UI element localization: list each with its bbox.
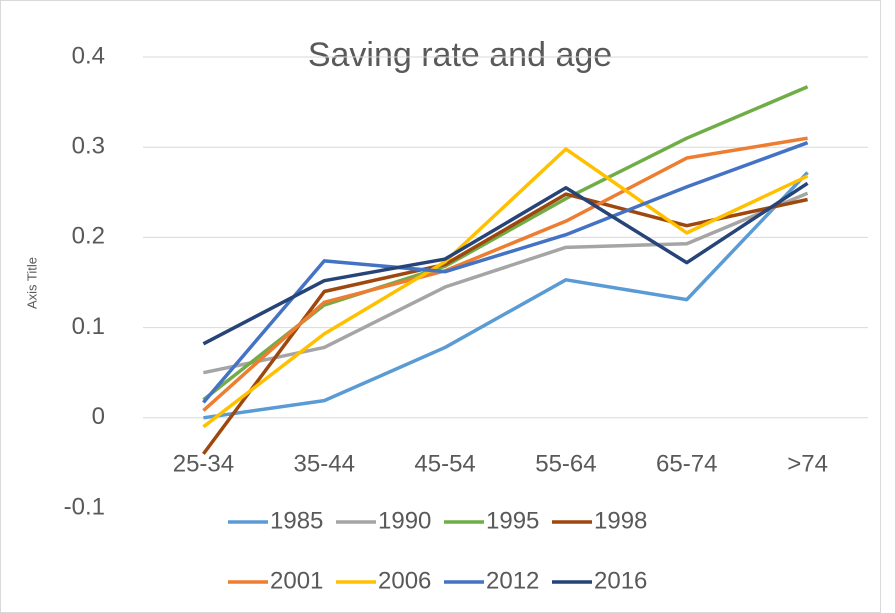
x-tick-label: 65-74 — [656, 450, 717, 477]
series-line — [203, 191, 809, 375]
series-line — [202, 181, 809, 346]
x-tick-label: 55-64 — [535, 450, 596, 477]
x-tick-label: 35-44 — [294, 450, 355, 477]
legend-label: 1995 — [486, 507, 539, 534]
chart-title: Saving rate and age — [308, 36, 612, 74]
legend-label: 1998 — [594, 507, 647, 534]
legend-label: 1990 — [378, 507, 431, 534]
series-line — [203, 171, 809, 420]
x-tick-label: 25-34 — [173, 450, 234, 477]
series-line — [202, 136, 808, 412]
y-tick-label: 0 — [92, 403, 105, 430]
y-tick-label: 0.1 — [72, 313, 105, 340]
legend-label: 2016 — [594, 567, 647, 594]
y-tick-label: 0.3 — [72, 133, 105, 160]
y-tick-label: 0.4 — [72, 42, 105, 69]
legend-label: 2006 — [378, 567, 431, 594]
y-axis-title: Axis Title — [24, 257, 39, 309]
legend-label: 1985 — [270, 507, 323, 534]
x-tick-label: >74 — [787, 450, 828, 477]
legend-label: 2001 — [270, 567, 323, 594]
y-tick-label: 0.2 — [72, 223, 105, 250]
series-line — [202, 147, 809, 429]
y-tick-label: -0.1 — [64, 493, 105, 520]
series-line — [202, 141, 809, 404]
legend-label: 2012 — [486, 567, 539, 594]
x-tick-label: 45-54 — [414, 450, 475, 477]
